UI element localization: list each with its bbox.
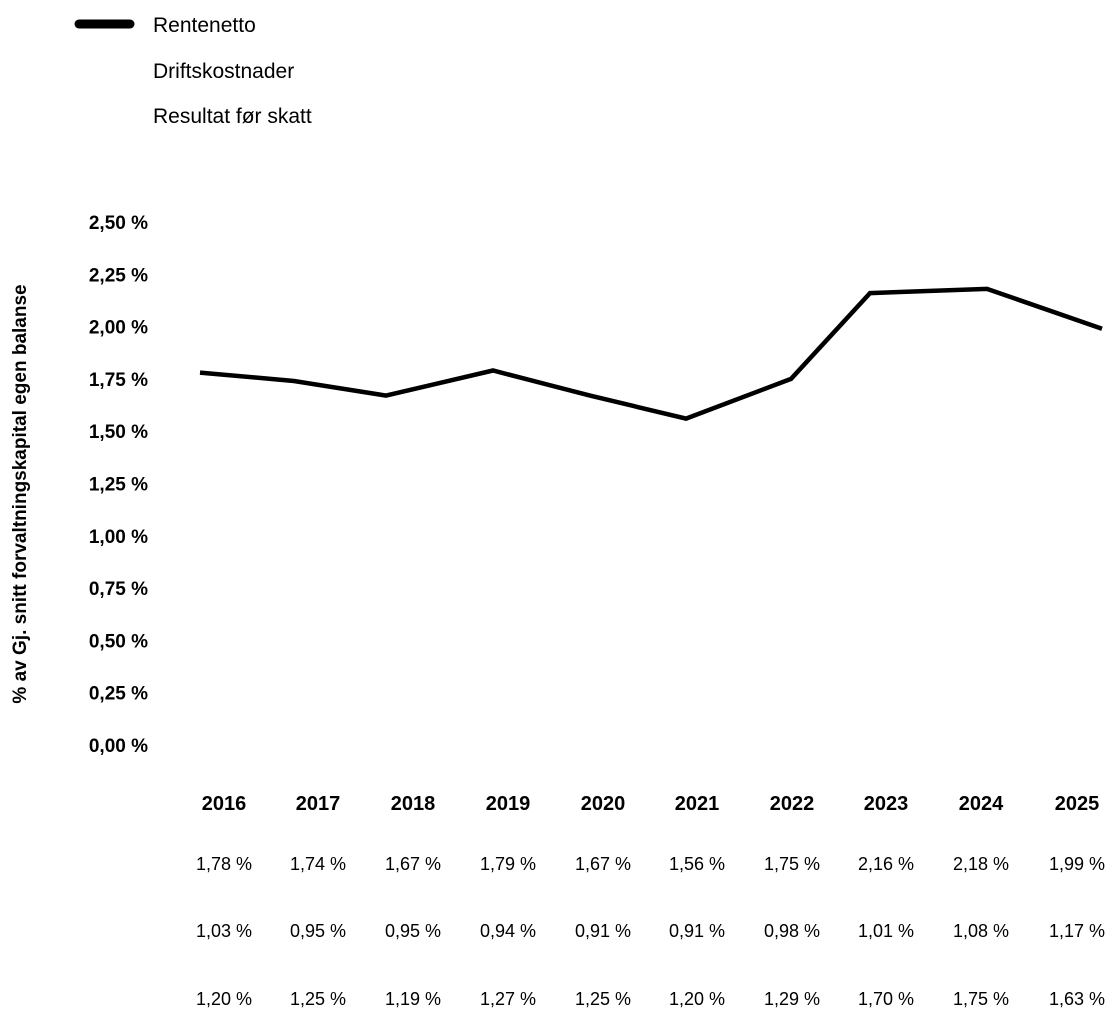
data-label: 1,17 % [1049,921,1105,941]
data-label: 1,20 % [196,989,252,1009]
data-label: 1,74 % [290,854,346,874]
y-axis: % av Gj. snitt forvaltningskapital egen … [10,213,148,757]
data-label: 1,67 % [575,854,631,874]
legend-item[interactable]: Rentenetto [153,14,256,37]
data-label: 1,63 % [1049,989,1105,1009]
data-label: 1,75 % [764,854,820,874]
data-label: 1,99 % [1049,854,1105,874]
data-label: 2,16 % [858,854,914,874]
data-label: 0,95 % [290,921,346,941]
data-label: 0,91 % [669,921,725,941]
x-tick-label: 2024 [959,793,1004,815]
y-tick-label: 1,00 % [89,527,148,548]
x-tick-label: 2025 [1055,793,1100,815]
data-label: 1,79 % [480,854,536,874]
data-label: 1,56 % [669,854,725,874]
data-label: 1,67 % [385,854,441,874]
data-label: 1,08 % [953,921,1009,941]
x-tick-label: 2022 [770,793,815,815]
data-label: 1,29 % [764,989,820,1009]
data-label: 1,25 % [290,989,346,1009]
x-tick-label: 2018 [391,793,436,815]
y-tick-label: 2,25 % [89,265,148,286]
data-label: 0,91 % [575,921,631,941]
data-label: 0,98 % [764,921,820,941]
x-tick-label: 2017 [296,793,341,815]
data-label: 1,03 % [196,921,252,941]
legend-item[interactable]: Driftskostnader [153,60,294,83]
x-tick-label: 2020 [581,793,626,815]
data-label: 1,78 % [196,854,252,874]
data-label: 2,18 % [953,854,1009,874]
legend-item[interactable]: Resultat før skatt [153,105,312,128]
data-label: 1,20 % [669,989,725,1009]
x-tick-label: 2023 [864,793,909,815]
x-tick-label: 2019 [486,793,531,815]
y-tick-label: 0,25 % [89,684,148,705]
y-tick-label: 1,25 % [89,475,148,496]
data-label: 1,19 % [385,989,441,1009]
y-tick-label: 0,00 % [89,736,148,757]
y-tick-label: 0,50 % [89,631,148,652]
data-label: 1,70 % [858,989,914,1009]
data-label: 1,25 % [575,989,631,1009]
series-line-rentenetto [200,289,1102,419]
y-tick-label: 1,50 % [89,422,148,443]
data-label: 1,27 % [480,989,536,1009]
data-label: 0,94 % [480,921,536,941]
data-label: 0,95 % [385,921,441,941]
x-tick-label: 2021 [675,793,720,815]
data-label: 1,75 % [953,989,1009,1009]
legend[interactable]: Rentenetto Driftskostnader Resultat før sk… [79,14,312,128]
data-label: 1,01 % [858,921,914,941]
x-tick-label: 2016 [202,793,247,815]
x-axis: 2016 2017 2018 2019 2020 2021 2022 2023 2024 2025 [202,793,1100,815]
plot-area [200,289,1102,419]
y-tick-label: 2,50 % [89,213,148,234]
data-table: 1,78 % 1,74 % 1,67 % 1,79 % 1,67 % 1,56 % 1,75… [196,854,1105,1009]
y-tick-label: 2,00 % [89,318,148,339]
y-axis-label: % av Gj. snitt forvaltningskapital egen … [10,284,31,703]
y-tick-label: 1,75 % [89,370,148,391]
y-tick-label: 0,75 % [89,579,148,600]
